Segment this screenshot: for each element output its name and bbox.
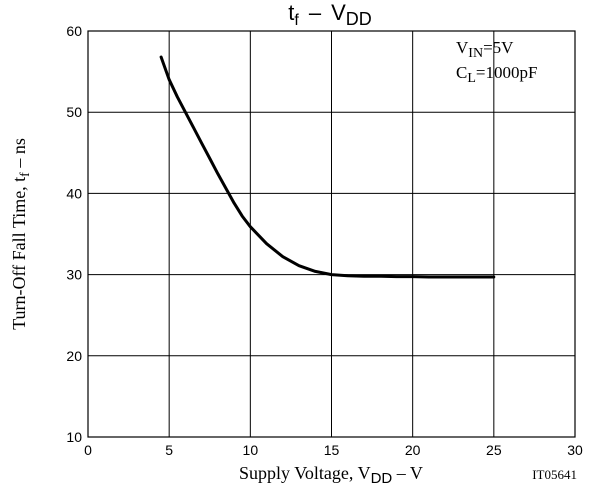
x-tick-label: 5 (165, 442, 173, 458)
x-tick-label: 15 (324, 442, 340, 458)
x-tick-label: 25 (486, 442, 502, 458)
y-tick-labels: 10 20 30 40 50 60 (66, 23, 82, 445)
chart-title: tf – VDD (288, 0, 372, 29)
x-tick-label: 20 (405, 442, 421, 458)
y-tick-label: 20 (66, 348, 82, 364)
x-tick-label: 10 (243, 442, 259, 458)
y-tick-label: 30 (66, 267, 82, 283)
y-tick-label: 60 (66, 23, 82, 39)
grid (88, 31, 575, 437)
x-tick-label: 30 (567, 442, 583, 458)
series-line (159, 55, 496, 279)
x-tick-labels: 0 5 10 15 20 25 30 (84, 442, 583, 458)
y-tick-label: 10 (66, 429, 82, 445)
x-axis-label: Supply Voltage, VDD – V (239, 463, 423, 487)
figure-id: IT05641 (532, 467, 577, 482)
annotation-vin: VIN=5V (456, 38, 514, 61)
y-tick-label: 50 (66, 104, 82, 120)
annotation-cl: CL=1000pF (456, 63, 537, 86)
y-tick-label: 40 (66, 185, 82, 201)
y-axis-label: Turn-Off Fall Time, tf – ns (9, 138, 33, 330)
x-tick-label: 0 (84, 442, 92, 458)
